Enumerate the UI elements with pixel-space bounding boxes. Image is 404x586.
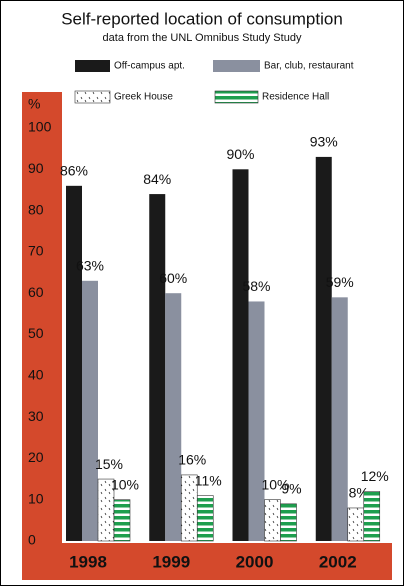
bar bbox=[264, 499, 281, 542]
y-tick-label: 0 bbox=[28, 532, 36, 548]
legend-label: Greek House bbox=[114, 92, 173, 103]
bar bbox=[280, 503, 297, 542]
y-tick-label: 20 bbox=[28, 449, 44, 465]
value-label: 63% bbox=[76, 258, 104, 274]
bar bbox=[315, 156, 332, 541]
chart-title: Self-reported location of consumption bbox=[61, 9, 343, 28]
y-tick-label: 30 bbox=[28, 408, 44, 424]
chart-subtitle: data from the UNL Omnibus Study Study bbox=[103, 32, 302, 44]
x-tick-label: 1998 bbox=[69, 552, 107, 571]
y-tick-label: 90 bbox=[28, 160, 44, 176]
value-label: 59% bbox=[326, 274, 354, 290]
y-tick-label: 60 bbox=[28, 284, 44, 300]
value-label: 90% bbox=[226, 146, 254, 162]
legend-label: Bar, club, restaurant bbox=[264, 61, 354, 72]
value-label: 84% bbox=[143, 171, 171, 187]
bar bbox=[149, 194, 166, 541]
legend-swatch bbox=[213, 60, 260, 72]
bar bbox=[196, 495, 214, 542]
y-tick-label: 100 bbox=[28, 119, 52, 135]
y-tick-label: 40 bbox=[28, 367, 44, 383]
x-tick-label: 1999 bbox=[152, 552, 190, 571]
x-axis-band bbox=[22, 543, 392, 580]
y-tick-label: 80 bbox=[28, 201, 44, 217]
value-label: 58% bbox=[242, 278, 270, 294]
y-axis-band bbox=[22, 92, 62, 580]
y-tick-label: 50 bbox=[28, 325, 44, 341]
legend-swatch bbox=[75, 60, 110, 72]
y-tick-label: 70 bbox=[28, 243, 44, 259]
x-tick-label: 2000 bbox=[236, 552, 274, 571]
bar bbox=[331, 297, 348, 541]
x-tick-label: 2002 bbox=[319, 552, 357, 571]
value-label: 10% bbox=[261, 476, 289, 492]
bar bbox=[363, 491, 381, 542]
legend-label: Off-campus apt. bbox=[114, 61, 185, 72]
bar bbox=[66, 185, 82, 541]
bar bbox=[347, 507, 365, 542]
bar bbox=[82, 280, 98, 541]
y-tick-label: 10 bbox=[28, 490, 44, 506]
value-label: 15% bbox=[95, 456, 123, 472]
value-label: 86% bbox=[60, 163, 88, 179]
bar bbox=[232, 169, 249, 542]
value-label: 11% bbox=[195, 472, 222, 488]
legend-label: Residence Hall bbox=[262, 92, 329, 103]
value-label: 10% bbox=[111, 476, 139, 492]
value-label: 16% bbox=[178, 452, 206, 468]
bar bbox=[113, 499, 131, 542]
legend-swatch bbox=[214, 90, 259, 104]
bar bbox=[165, 293, 182, 541]
legend-swatch bbox=[74, 90, 111, 104]
value-label: 60% bbox=[159, 270, 187, 286]
value-label: 93% bbox=[310, 134, 338, 150]
value-label: 9% bbox=[281, 481, 301, 497]
y-axis-label: % bbox=[28, 96, 40, 112]
bar bbox=[248, 301, 265, 541]
value-label: 12% bbox=[361, 468, 389, 484]
